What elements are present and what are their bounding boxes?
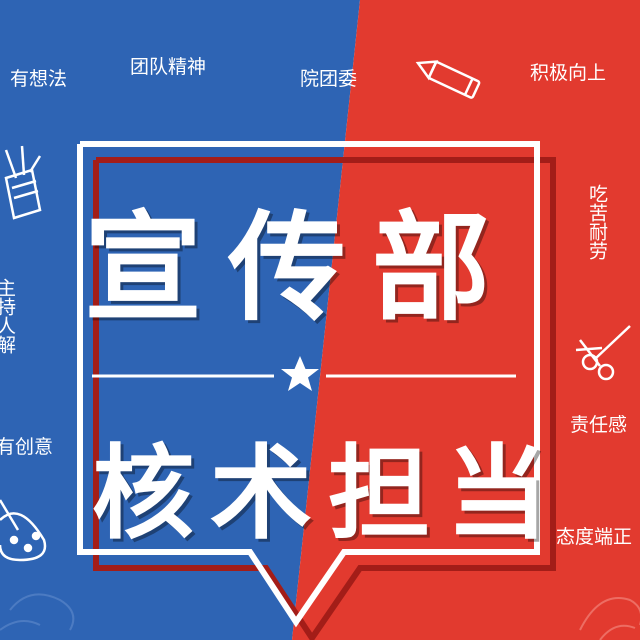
word-you-xiang-fa: 有想法 [10, 68, 68, 90]
main-title: 宣传部 [84, 198, 517, 337]
star-icon [281, 356, 319, 391]
pencil-icon [415, 60, 481, 99]
pencil-cup-icon [4, 145, 42, 220]
word-tai-du-duan-zheng: 态度端正 [556, 526, 633, 548]
palette-icon [0, 499, 47, 562]
word-vertical-left: 主持人解 [0, 278, 16, 354]
decorative-swirl-right [579, 597, 640, 640]
scissors-icon [575, 325, 631, 381]
word-chi-ku-nai-lao: 吃苦耐劳 [586, 184, 608, 260]
word-yuan-tuan-wei: 院团委 [300, 68, 358, 90]
word-you-chuang-yi: 有创意 [0, 436, 54, 458]
slogan: 核术担当 [92, 434, 564, 554]
word-team-spirit: 团队精神 [130, 56, 207, 78]
speech-bubble-frame [77, 141, 556, 640]
decorative-swirl-left [0, 593, 75, 631]
word-ze-ren-gan: 责任感 [570, 414, 628, 436]
word-ji-ji-xiang-shang: 积极向上 [530, 62, 607, 84]
